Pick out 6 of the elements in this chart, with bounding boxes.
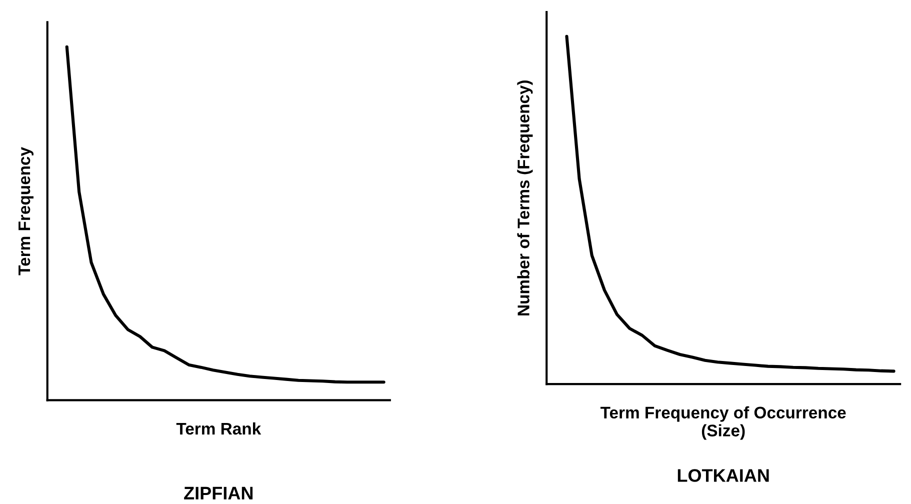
y-axis-title: Number of Terms (Frequency) [517,80,533,316]
y-axis-title: Term Frequency [18,147,34,276]
x-axis-title: Term Rank [176,422,262,435]
text: LOTKAIAN [678,469,769,482]
x-axis-title: Term Frequency of Occurrence (Size) [600,406,846,440]
text: ZIPFIAN [184,486,253,500]
